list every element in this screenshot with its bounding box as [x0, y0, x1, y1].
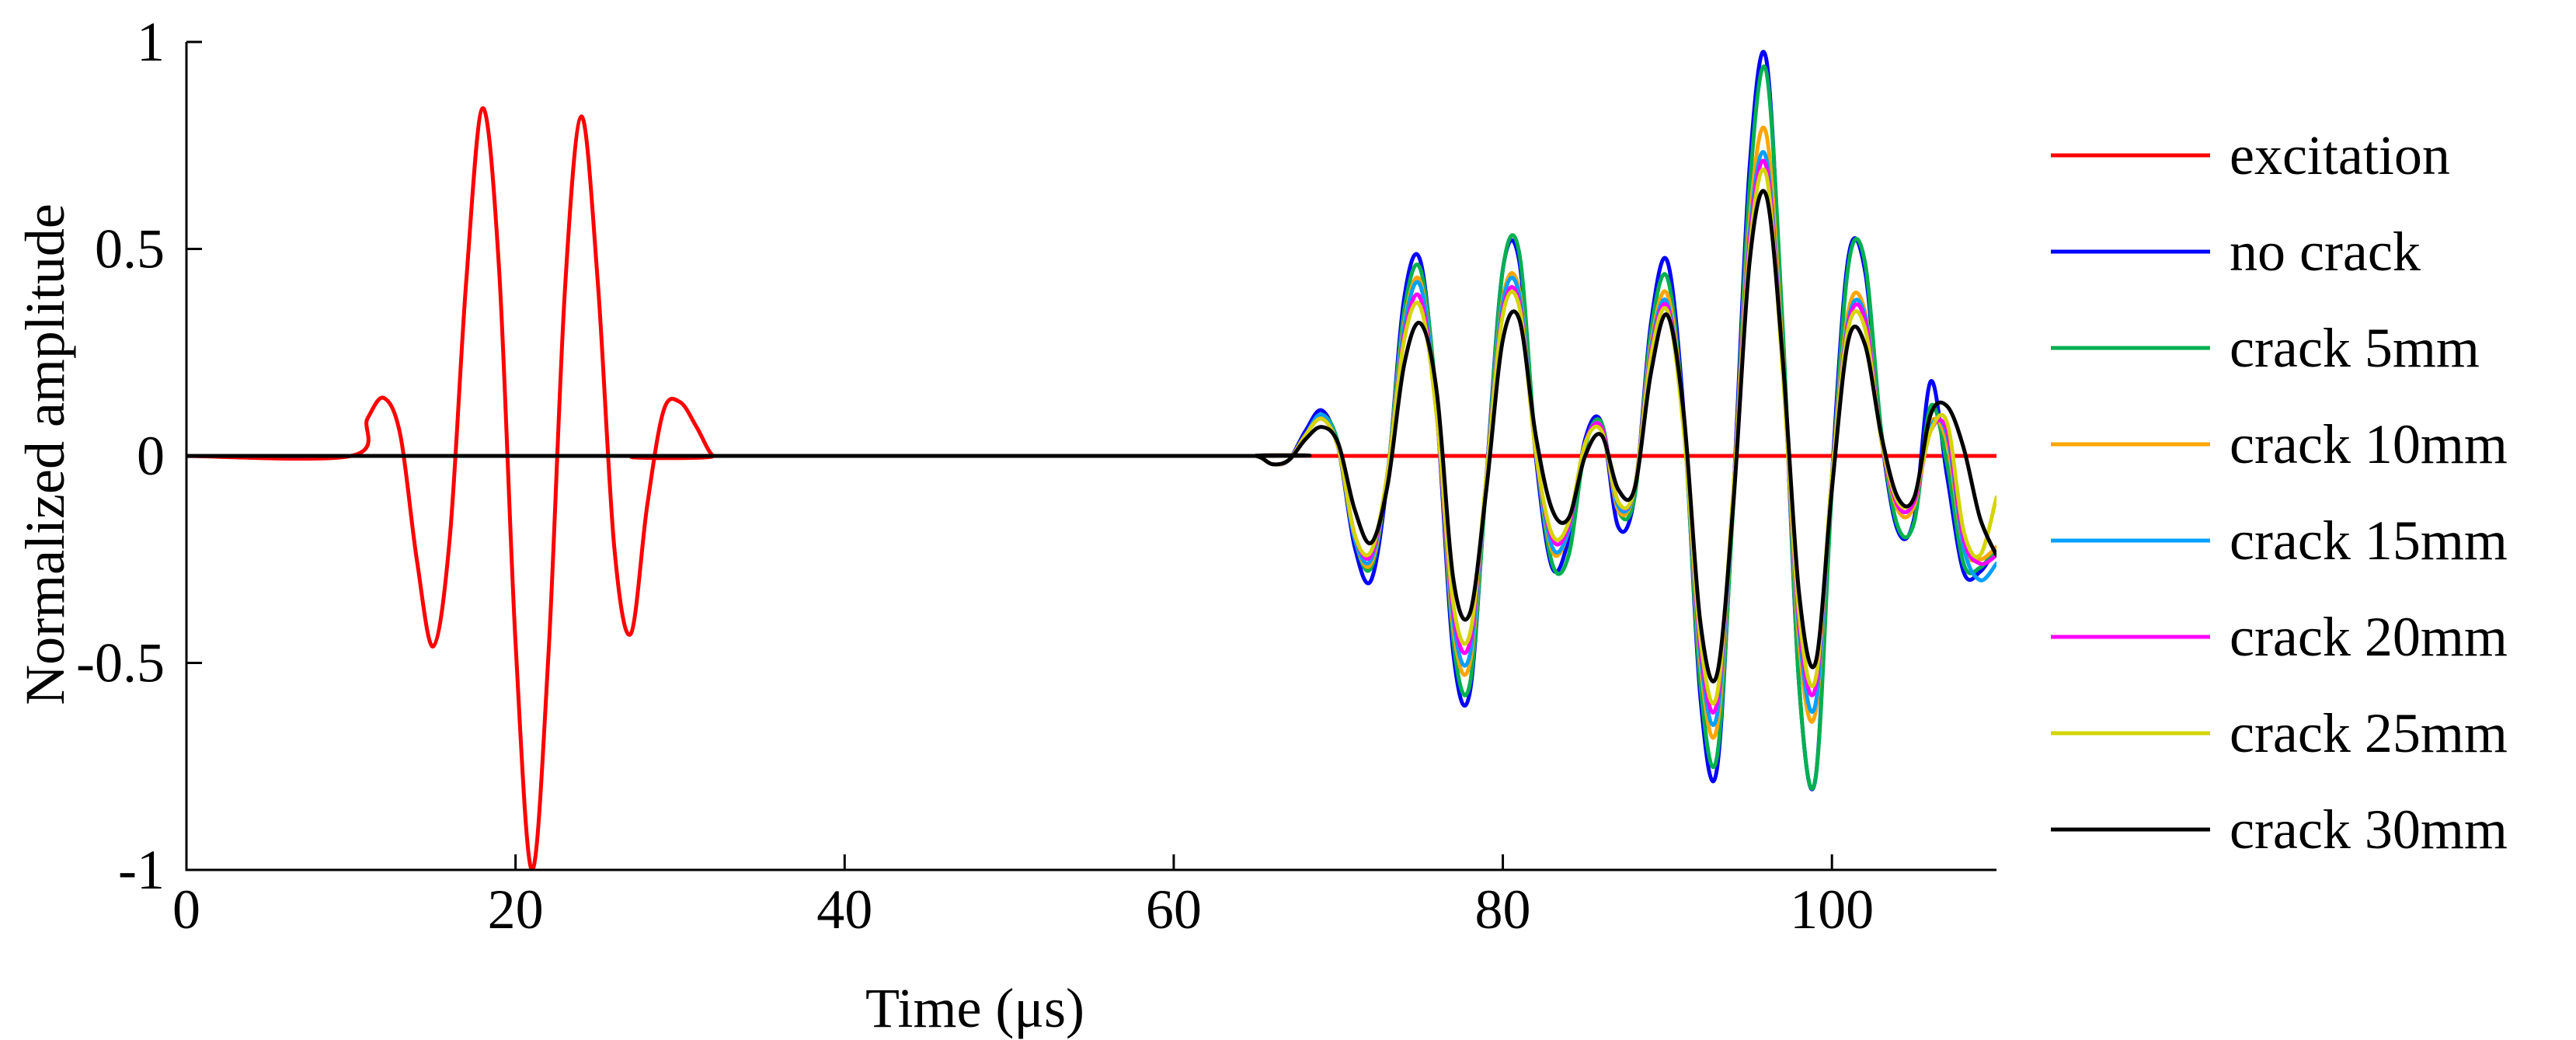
legend-label: excitation — [2230, 124, 2450, 186]
plot-area: 0 20 40 60 80 100 -1 -0.5 0 0.5 1 — [76, 11, 1996, 941]
y-tick-label: -1 — [118, 839, 165, 901]
legend-label: crack 20mm — [2230, 606, 2508, 668]
y-axis-title: Normalized amplitude — [14, 203, 76, 705]
legend-label: crack 15mm — [2230, 510, 2508, 572]
series-line-0 — [186, 106, 1996, 870]
x-tick-label: 60 — [1146, 878, 1202, 941]
legend-label: crack 25mm — [2230, 702, 2508, 764]
series-group — [186, 50, 1996, 870]
legend-label: crack 10mm — [2230, 413, 2508, 475]
x-tick-label: 20 — [488, 878, 544, 941]
legend-label: crack 30mm — [2230, 798, 2508, 861]
y-axis: -1 -0.5 0 0.5 1 — [76, 11, 202, 901]
y-tick-label: -0.5 — [76, 632, 165, 694]
x-tick-label: 80 — [1475, 878, 1531, 941]
x-tick-label: 100 — [1790, 878, 1874, 941]
y-tick-label: 0.5 — [95, 218, 165, 280]
x-tick-label: 0 — [172, 878, 200, 941]
series-line-7 — [186, 189, 1996, 683]
legend-label: no crack — [2230, 221, 2421, 283]
x-axis-title: Time (μs) — [865, 977, 1084, 1039]
x-axis: 0 20 40 60 80 100 — [172, 854, 1874, 941]
legend: excitation no crack crack 5mm crack 10mm cra… — [2051, 124, 2508, 861]
x-tick-label: 40 — [816, 878, 872, 941]
y-tick-label: 0 — [137, 425, 165, 487]
y-tick-label: 1 — [137, 11, 165, 73]
legend-label: crack 5mm — [2230, 317, 2480, 379]
